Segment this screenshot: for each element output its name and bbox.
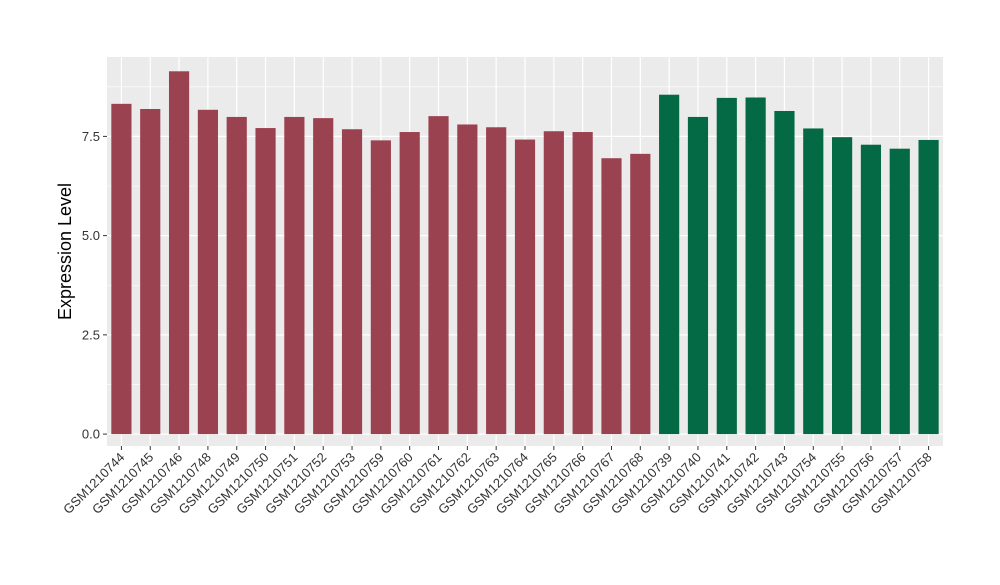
bar-GSM1210745 bbox=[140, 108, 161, 435]
bar-GSM1210764 bbox=[514, 139, 536, 435]
x-axis: GSM1210744GSM1210745GSM1210746GSM1210748… bbox=[60, 446, 935, 517]
bar-GSM1210757 bbox=[889, 148, 910, 435]
bar-GSM1210749 bbox=[226, 116, 247, 435]
bar-GSM1210741 bbox=[716, 97, 737, 435]
bar-GSM1210750 bbox=[255, 128, 276, 435]
bar-GSM1210746 bbox=[168, 71, 190, 435]
bar-GSM1210740 bbox=[687, 116, 709, 435]
bar-GSM1210767 bbox=[601, 158, 622, 435]
bar-GSM1210756 bbox=[860, 144, 882, 435]
y-axis-label: Expression Level bbox=[55, 183, 75, 320]
bar-GSM1210759 bbox=[370, 140, 391, 435]
bar-GSM1210763 bbox=[486, 127, 507, 435]
bar-GSM1210742 bbox=[745, 97, 766, 435]
y-tick-label: 5.0 bbox=[82, 228, 100, 243]
bar-GSM1210758 bbox=[918, 139, 939, 435]
bar-GSM1210761 bbox=[428, 116, 449, 435]
bar-GSM1210751 bbox=[284, 116, 305, 435]
bar-GSM1210765 bbox=[543, 131, 564, 435]
bar-GSM1210748 bbox=[197, 109, 218, 435]
y-tick-label: 7.5 bbox=[82, 129, 100, 144]
bar-GSM1210752 bbox=[313, 118, 334, 435]
bar-GSM1210762 bbox=[457, 124, 478, 435]
bar-GSM1210755 bbox=[832, 137, 853, 435]
bar-GSM1210743 bbox=[774, 110, 795, 435]
bar-GSM1210753 bbox=[341, 129, 363, 435]
y-tick-label: 0.0 bbox=[82, 427, 100, 442]
bar-GSM1210739 bbox=[659, 94, 680, 435]
bars bbox=[111, 71, 939, 435]
bar-GSM1210760 bbox=[399, 132, 420, 435]
bar-GSM1210768 bbox=[630, 153, 651, 435]
y-axis: 0.0 2.5 5.0 7.5 bbox=[82, 129, 107, 442]
y-tick-label: 2.5 bbox=[82, 327, 100, 342]
bar-GSM1210766 bbox=[572, 132, 593, 435]
bar-GSM1210744 bbox=[111, 103, 132, 435]
bar-GSM1210754 bbox=[803, 128, 824, 435]
